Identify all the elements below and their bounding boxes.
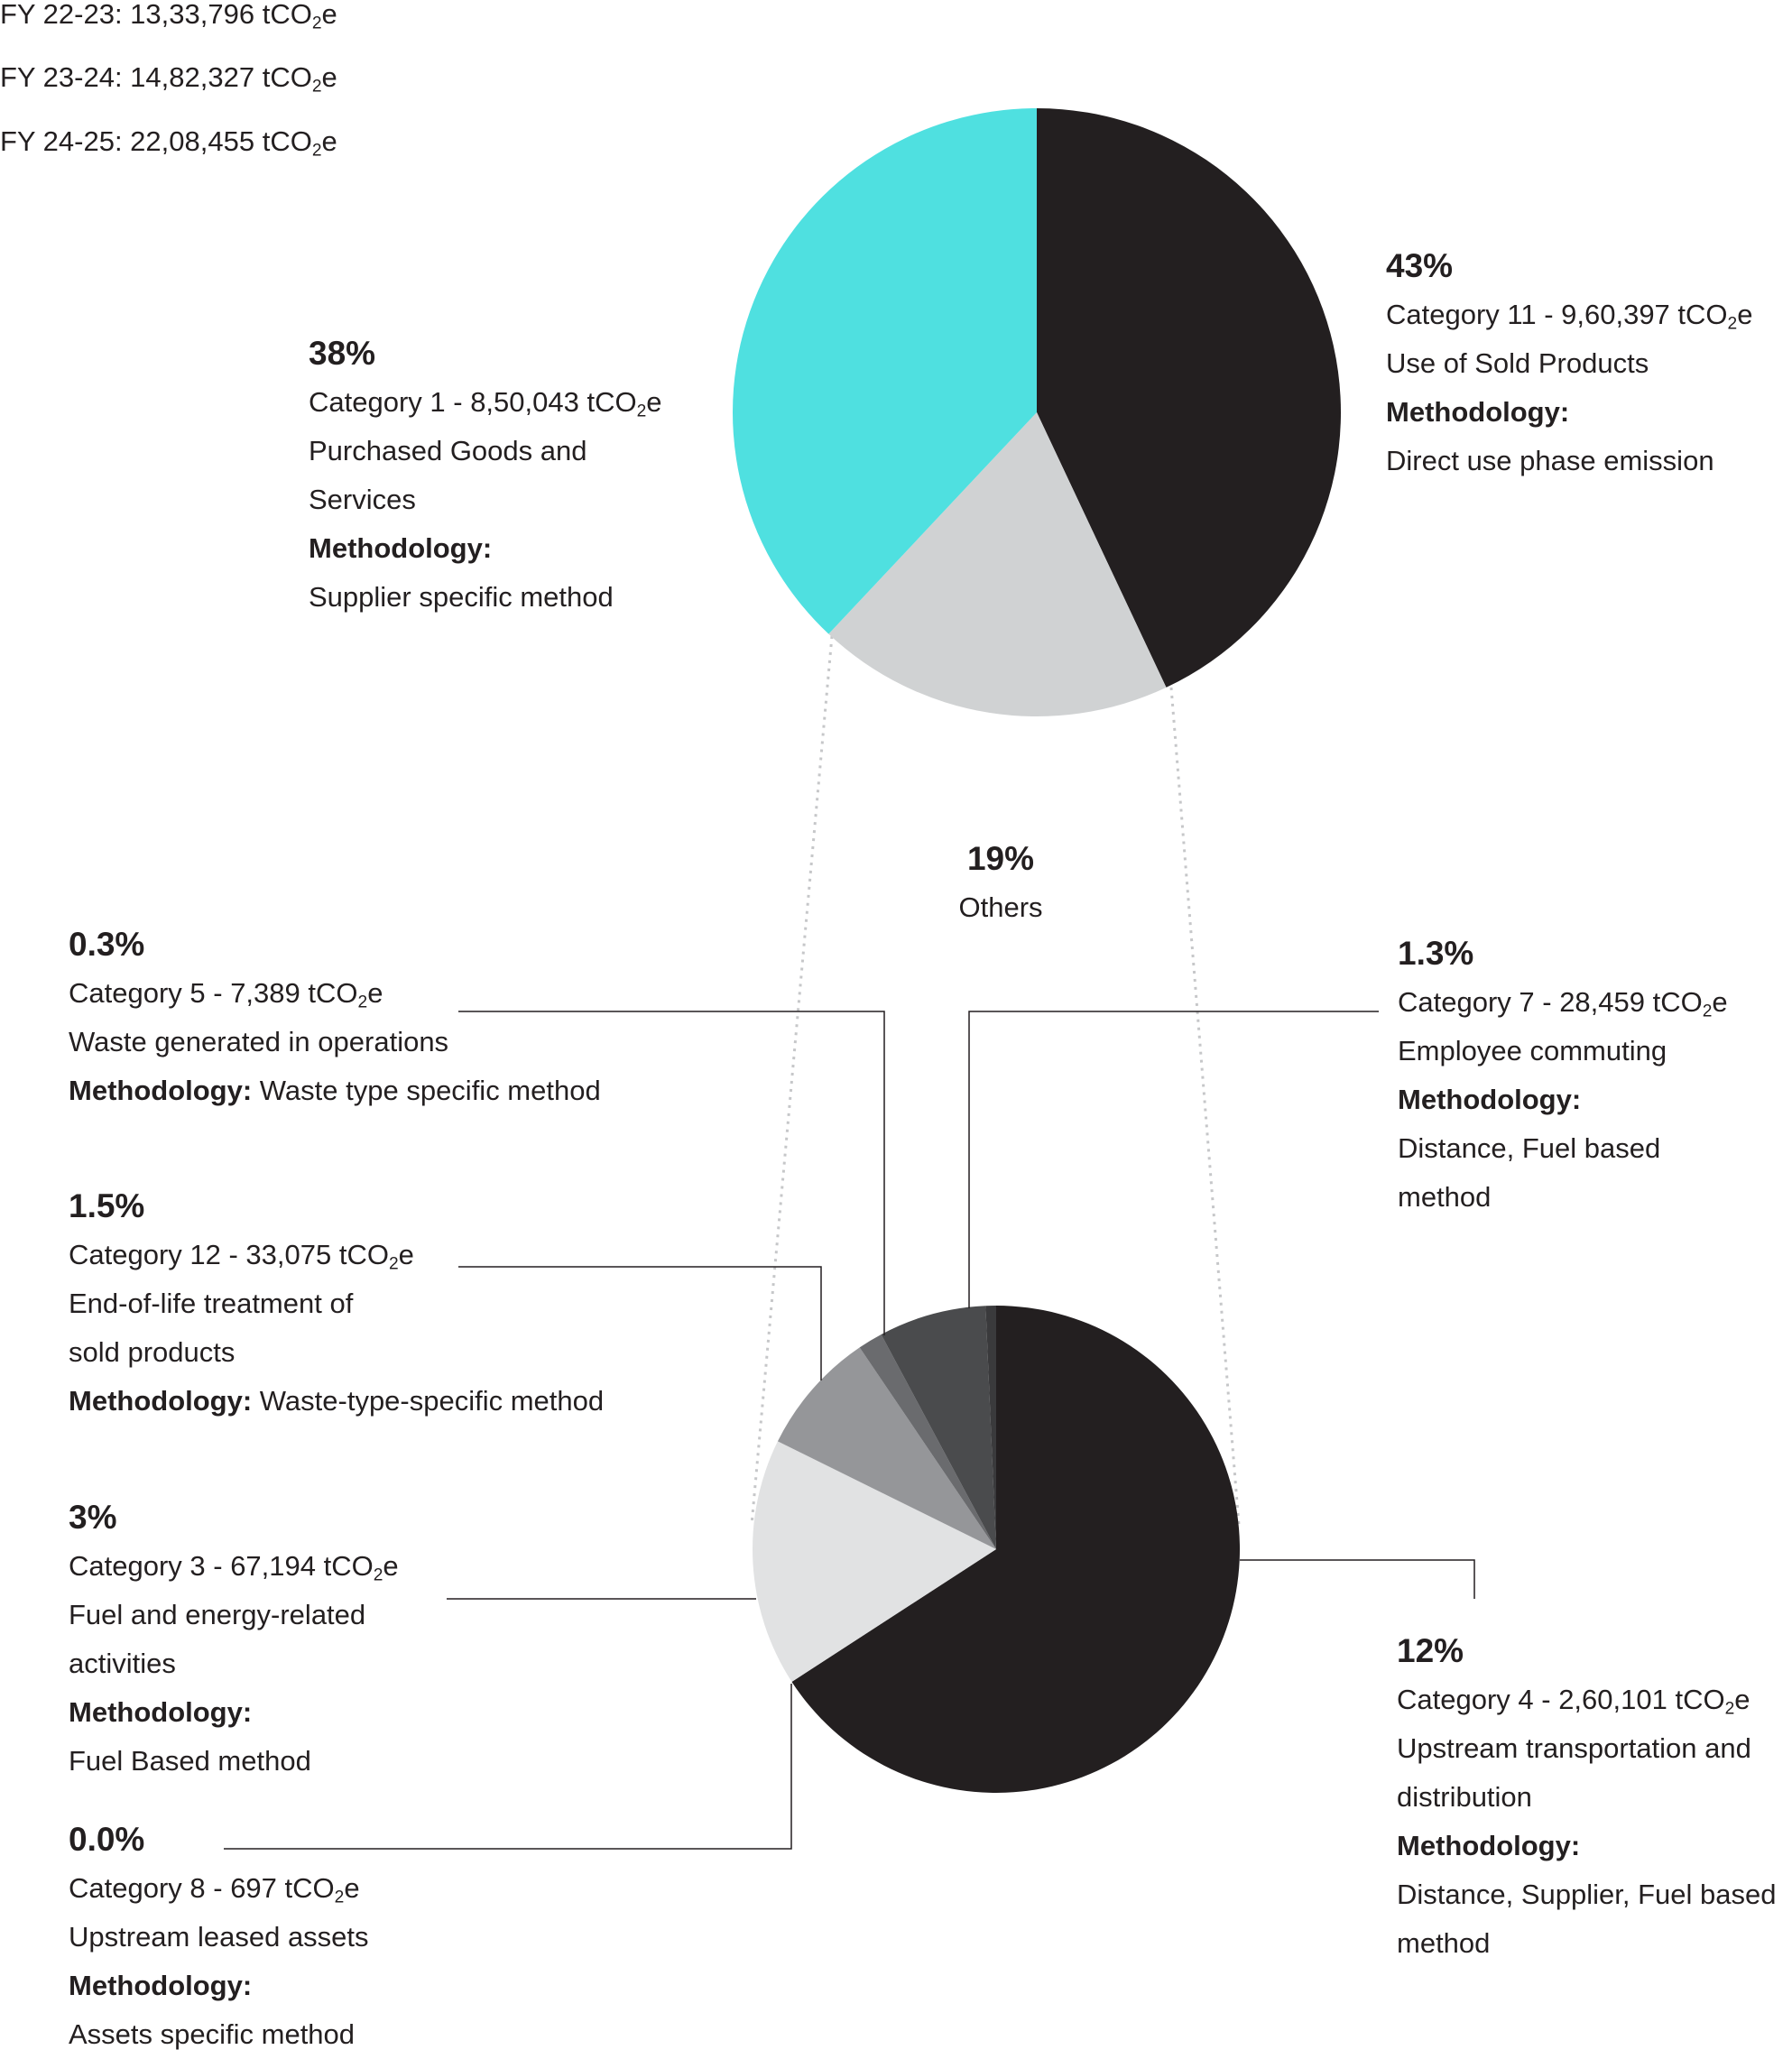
cat4-line-0: Category 4 - 2,60,101 tCO2e xyxy=(1397,1684,1750,1719)
top-pie-chart xyxy=(733,108,1341,716)
label-cat4: 12% Category 4 - 2,60,101 tCO2e Upstream… xyxy=(1397,1627,1776,1968)
others-text: Others xyxy=(958,891,1043,923)
cat4-line-2: distribution xyxy=(1397,1781,1532,1813)
pie-slice-cat5 xyxy=(859,1334,996,1549)
label-others: 19% Others xyxy=(956,835,1046,932)
cat7-line-0: Category 7 - 28,459 tCO2e xyxy=(1398,986,1728,1021)
label-cat5: 0.3% Category 5 - 7,389 tCO2e Waste gene… xyxy=(69,920,601,1115)
pie-slice-cat4 xyxy=(791,1306,1240,1793)
cat7-line-1: Employee commuting xyxy=(1398,1035,1667,1066)
pie-slice-cat1 xyxy=(733,108,1037,634)
leader-line-cat5 xyxy=(458,1011,885,1335)
pct-cat8: 0.0% xyxy=(69,1821,145,1858)
fy-22-23-total: FY 22-23: 13,33,796 tCO2e xyxy=(0,0,337,33)
pie-slice-cat8 xyxy=(985,1306,996,1549)
cat12-line-1: End-of-life treatment of xyxy=(69,1288,354,1319)
label-cat12: 1.5% Category 12 - 33,075 tCO2e End-of-l… xyxy=(69,1182,604,1426)
cat8-line-0: Category 8 - 697 tCO2e xyxy=(69,1872,360,1907)
pct-cat1: 38% xyxy=(309,335,376,372)
cat1-line-1: Purchased Goods and xyxy=(309,435,587,466)
cat11-methodology-label: Methodology: xyxy=(1386,396,1570,428)
leader-line-cat4 xyxy=(1240,1559,1475,1599)
cat3-line-0: Category 3 - 67,194 tCO2e xyxy=(69,1550,399,1585)
leader-lines xyxy=(224,1011,1475,1850)
pct-cat3: 3% xyxy=(69,1499,117,1536)
cat4-methodology-line-1: method xyxy=(1397,1927,1491,1959)
pct-cat12: 1.5% xyxy=(69,1187,145,1224)
cat3-methodology-line-0: Fuel Based method xyxy=(69,1745,311,1777)
pct-cat7: 1.3% xyxy=(1398,935,1474,972)
pie-slice-cat12 xyxy=(777,1347,996,1549)
cat11-line-1: Use of Sold Products xyxy=(1386,347,1649,379)
pct-others: 19% xyxy=(966,840,1035,877)
cat7-methodology-label: Methodology: xyxy=(1398,1084,1582,1115)
label-cat7: 1.3% Category 7 - 28,459 tCO2e Employee … xyxy=(1398,929,1728,1222)
zoom-connectors xyxy=(750,635,1241,1526)
cat11-line-0: Category 11 - 9,60,397 tCO2e xyxy=(1386,299,1753,334)
leader-line-cat8 xyxy=(224,1684,792,1850)
cat3-line-2: activities xyxy=(69,1648,176,1679)
cat12-methodology: Methodology: Waste-type-specific method xyxy=(69,1385,605,1417)
cat1-line-0: Category 1 - 8,50,043 tCO2e xyxy=(309,386,662,421)
pie-slice-others xyxy=(828,412,1167,716)
cat5-line-1: Waste generated in operations xyxy=(69,1026,449,1057)
cat1-methodology-line-0: Supplier specific method xyxy=(309,581,614,613)
cat7-methodology-line-1: method xyxy=(1398,1181,1492,1213)
pie-slice-cat7 xyxy=(881,1306,996,1549)
cat4-methodology-label: Methodology: xyxy=(1397,1830,1581,1861)
right-zoom-connector xyxy=(1169,687,1241,1526)
cat7-methodology-line-0: Distance, Fuel based xyxy=(1398,1132,1661,1164)
fy-23-24-total: FY 23-24: 14,82,327 tCO2e xyxy=(0,61,337,97)
cat4-methodology-line-0: Distance, Supplier, Fuel based xyxy=(1397,1879,1777,1910)
pct-cat11: 43% xyxy=(1386,247,1454,284)
cat8-methodology-line-0: Assets specific method xyxy=(69,2018,356,2050)
cat12-line-0: Category 12 - 33,075 tCO2e xyxy=(69,1239,414,1274)
pie-slice-cat3 xyxy=(753,1441,996,1682)
cat8-line-1: Upstream leased assets xyxy=(69,1921,369,1953)
cat11-methodology-line-0: Direct use phase emission xyxy=(1386,445,1714,476)
bottom-pie-chart xyxy=(753,1306,1240,1793)
left-zoom-connector xyxy=(750,635,834,1526)
pct-cat5: 0.3% xyxy=(69,926,145,963)
cat12-line-2: sold products xyxy=(69,1336,236,1368)
leader-line-cat12 xyxy=(458,1266,822,1380)
cat1-line-2: Services xyxy=(309,484,416,515)
cat5-methodology: Methodology: Waste type specific method xyxy=(69,1075,601,1106)
cat4-line-1: Upstream transportation and xyxy=(1397,1732,1751,1764)
label-cat1: 38% Category 1 - 8,50,043 tCO2e Purchase… xyxy=(309,329,662,622)
label-cat8: 0.0% Category 8 - 697 tCO2e Upstream lea… xyxy=(69,1815,369,2059)
cat5-line-0: Category 5 - 7,389 tCO2e xyxy=(69,977,383,1012)
leader-line-cat7 xyxy=(968,1011,1379,1308)
cat3-methodology-label: Methodology: xyxy=(69,1696,253,1728)
label-cat11: 43% Category 11 - 9,60,397 tCO2e Use of … xyxy=(1386,242,1752,485)
fy-24-25-total: FY 24-25: 22,08,455 tCO2e xyxy=(0,125,337,161)
pie-slice-cat11 xyxy=(1037,108,1341,688)
pct-cat4: 12% xyxy=(1397,1632,1464,1669)
cat1-methodology-label: Methodology: xyxy=(309,532,493,564)
label-cat3: 3% Category 3 - 67,194 tCO2e Fuel and en… xyxy=(69,1493,399,1786)
cat8-methodology-label: Methodology: xyxy=(69,1970,253,2001)
cat3-line-1: Fuel and energy-related xyxy=(69,1599,366,1630)
